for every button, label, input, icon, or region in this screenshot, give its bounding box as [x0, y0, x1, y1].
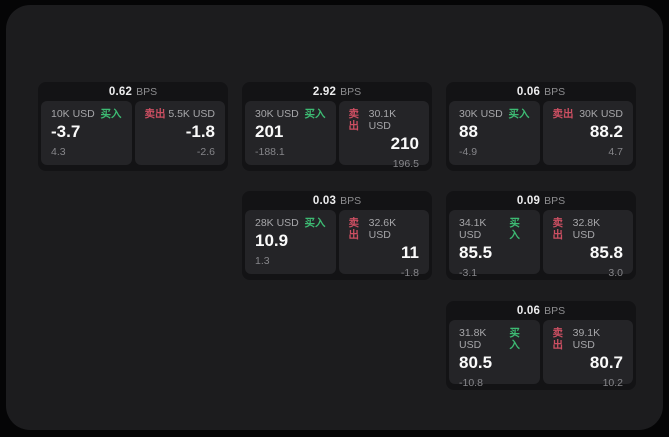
sell-sub-value: 10.2	[602, 377, 623, 389]
sell-price: 80.7	[589, 353, 623, 372]
sell-price: 11	[401, 243, 419, 262]
buy-label: 买入	[100, 108, 122, 120]
buy-price: 10.9	[255, 231, 289, 250]
card-header: 0.06 BPS	[446, 82, 636, 101]
buy-label: 买入	[304, 217, 326, 229]
sell-panel[interactable]: 卖出 30K USD 88.2 4.7	[542, 101, 633, 165]
card-header: 0.62 BPS	[38, 82, 228, 101]
buy-amount: 10K USD	[51, 108, 95, 120]
quote-card: 0.03 BPS 28K USD 买入 10.9 1.3 卖出 32.6K US…	[242, 191, 432, 280]
buy-price: 201	[255, 122, 284, 141]
quote-card: 0.09 BPS 34.1K USD 买入 85.5 -3.1 卖出 32.8K…	[446, 191, 636, 280]
sell-sub-value: -1.8	[400, 267, 419, 279]
buy-sub-value: -188.1	[255, 146, 285, 158]
sell-panel[interactable]: 卖出 30.1K USD 210 196.5	[338, 101, 429, 170]
buy-amount: 31.8K USD	[459, 327, 487, 351]
bps-unit-label: BPS	[544, 304, 566, 317]
app-window: 0.62 BPS 10K USD 买入 -3.7 4.3 卖出 5.5K USD	[6, 5, 663, 430]
buy-sub-value: 1.3	[255, 255, 270, 267]
buy-label: 买入	[509, 217, 520, 241]
buy-panel[interactable]: 30K USD 买入 201 -188.1	[245, 101, 336, 165]
buy-panel[interactable]: 34.1K USD 买入 85.5 -3.1	[449, 210, 540, 279]
sell-label: 卖出	[144, 108, 166, 120]
buy-price: -3.7	[51, 122, 81, 141]
bps-value: 0.03	[312, 194, 337, 207]
bps-unit-label: BPS	[340, 85, 362, 98]
buy-amount: 30K USD	[255, 108, 299, 120]
buy-panel[interactable]: 28K USD 买入 10.9 1.3	[245, 210, 336, 274]
sell-amount: 30.1K USD	[368, 108, 397, 132]
sell-amount: 32.6K USD	[368, 217, 397, 241]
sell-price: 85.8	[589, 243, 623, 262]
buy-label: 买入	[304, 108, 326, 120]
buy-price: 85.5	[459, 243, 493, 262]
card-header: 0.03 BPS	[242, 191, 432, 210]
sell-panel[interactable]: 卖出 39.1K USD 80.7 10.2	[542, 320, 633, 389]
card-header: 0.09 BPS	[446, 191, 636, 210]
bps-unit-label: BPS	[544, 194, 566, 207]
buy-sub-value: -4.9	[459, 146, 478, 158]
buy-sub-value: -3.1	[459, 267, 478, 279]
buy-price: 88	[459, 122, 478, 141]
bps-unit-label: BPS	[340, 194, 362, 207]
sell-label: 卖出	[348, 217, 360, 241]
bps-value: 0.62	[108, 85, 133, 98]
sell-label: 卖出	[348, 108, 360, 132]
sell-amount: 39.1K USD	[572, 327, 601, 351]
bps-value: 0.06	[516, 304, 541, 317]
quote-card: 0.06 BPS 30K USD 买入 88 -4.9 卖出 30K USD	[446, 82, 636, 171]
sell-amount: 5.5K USD	[168, 108, 215, 120]
buy-panel[interactable]: 10K USD 买入 -3.7 4.3	[41, 101, 132, 165]
bps-unit-label: BPS	[136, 85, 158, 98]
bps-value: 0.06	[516, 85, 541, 98]
buy-label: 买入	[508, 108, 530, 120]
sell-label: 卖出	[552, 108, 574, 120]
buy-price: 80.5	[459, 353, 493, 372]
sell-price: 210	[390, 134, 419, 153]
buy-panel[interactable]: 31.8K USD 买入 80.5 -10.8	[449, 320, 540, 389]
sell-sub-value: -2.6	[196, 146, 215, 158]
quote-card: 2.92 BPS 30K USD 买入 201 -188.1 卖出 30.1K …	[242, 82, 432, 171]
sell-price: -1.8	[185, 122, 215, 141]
buy-sub-value: 4.3	[51, 146, 66, 158]
quote-card: 0.62 BPS 10K USD 买入 -3.7 4.3 卖出 5.5K USD	[38, 82, 228, 171]
sell-label: 卖出	[552, 327, 564, 351]
sell-sub-value: 196.5	[392, 158, 419, 170]
sell-label: 卖出	[552, 217, 564, 241]
sell-amount: 30K USD	[579, 108, 623, 120]
sell-sub-value: 4.7	[608, 146, 623, 158]
sell-price: 88.2	[589, 122, 623, 141]
sell-panel[interactable]: 卖出 5.5K USD -1.8 -2.6	[134, 101, 225, 165]
card-header: 2.92 BPS	[242, 82, 432, 101]
bps-unit-label: BPS	[544, 85, 566, 98]
sell-amount: 32.8K USD	[572, 217, 601, 241]
buy-amount: 30K USD	[459, 108, 503, 120]
card-header: 0.06 BPS	[446, 301, 636, 320]
buy-panel[interactable]: 30K USD 买入 88 -4.9	[449, 101, 540, 165]
buy-sub-value: -10.8	[459, 377, 483, 389]
quote-card: 0.06 BPS 31.8K USD 买入 80.5 -10.8 卖出 39.1…	[446, 301, 636, 390]
buy-amount: 34.1K USD	[459, 217, 487, 241]
sell-panel[interactable]: 卖出 32.6K USD 11 -1.8	[338, 210, 429, 279]
buy-amount: 28K USD	[255, 217, 299, 229]
buy-label: 买入	[509, 327, 520, 351]
bps-value: 2.92	[312, 85, 337, 98]
bps-value: 0.09	[516, 194, 541, 207]
sell-panel[interactable]: 卖出 32.8K USD 85.8 3.0	[542, 210, 633, 279]
sell-sub-value: 3.0	[608, 267, 623, 279]
